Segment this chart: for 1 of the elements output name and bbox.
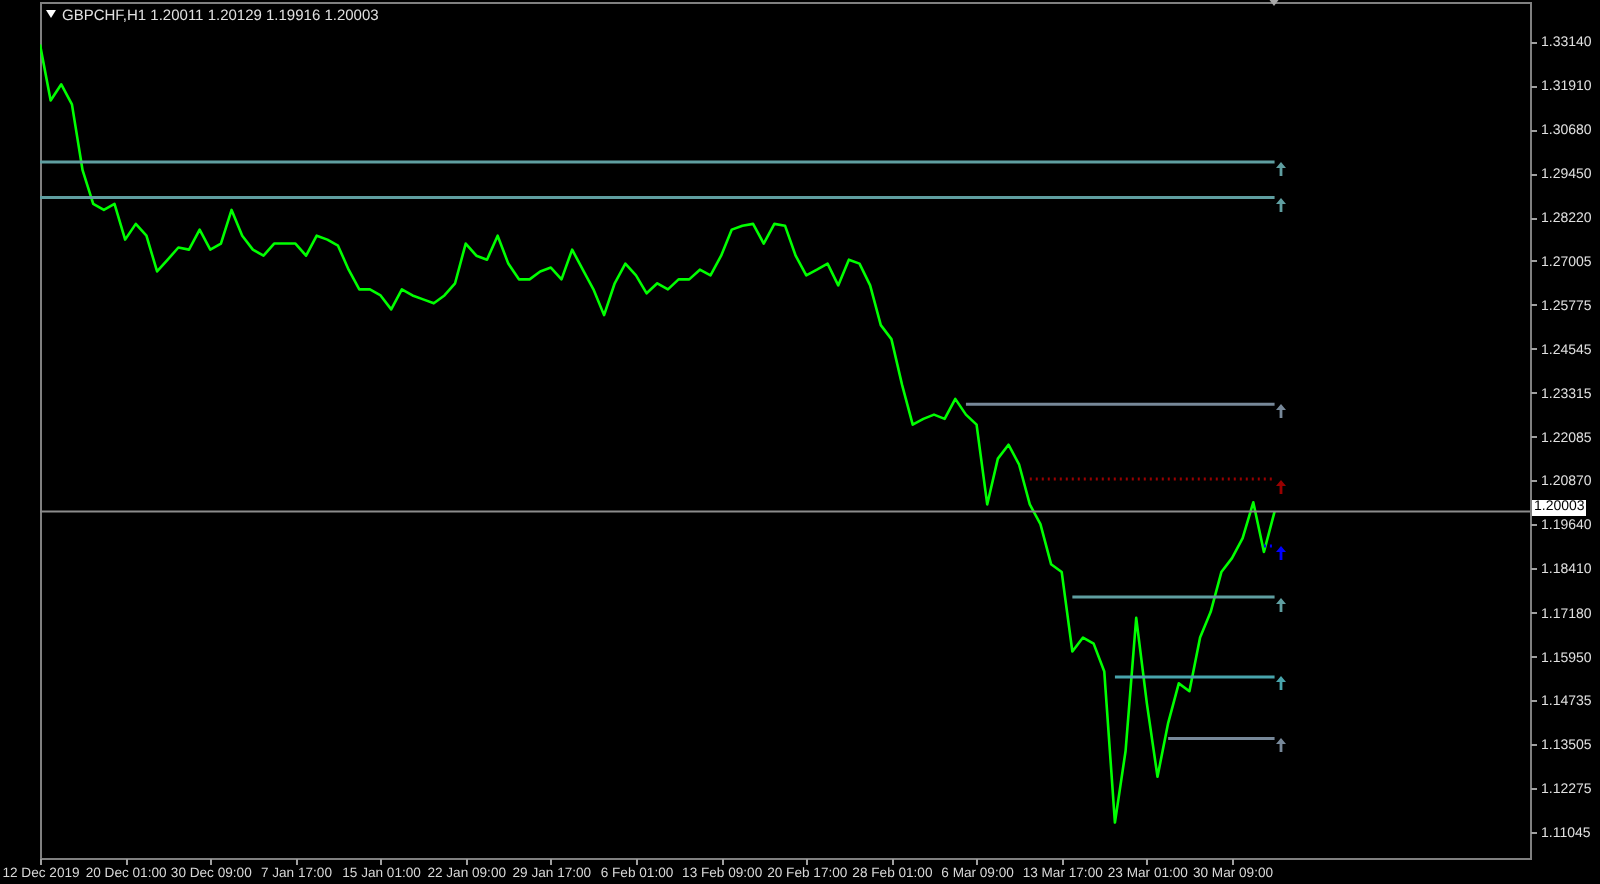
line-series [40,43,1276,824]
